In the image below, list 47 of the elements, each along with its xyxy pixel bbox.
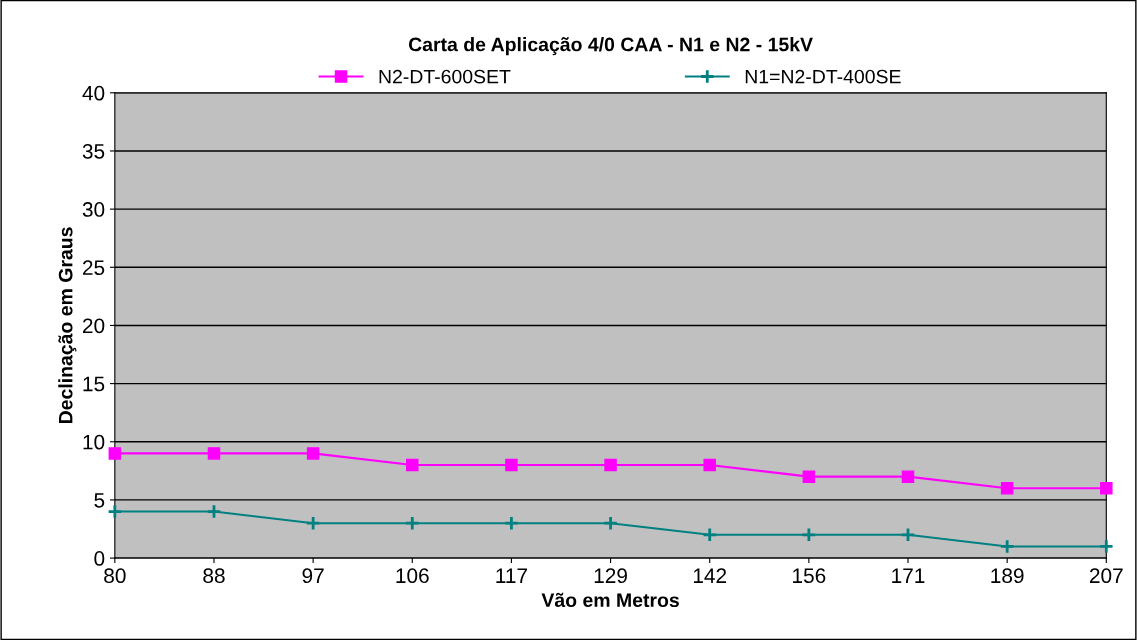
x-tick-label: 88 (203, 568, 225, 584)
point (1098, 538, 1114, 555)
point (1000, 482, 1014, 495)
point (406, 458, 419, 472)
point (107, 503, 123, 520)
point (802, 470, 816, 483)
x-tick-label: 80 (104, 568, 126, 584)
point (604, 458, 617, 472)
x-tick-label: 207 (1089, 568, 1123, 584)
legend-label: N1=N2-DT-400SE (745, 69, 901, 84)
point (900, 527, 916, 543)
point (404, 515, 420, 531)
y-tick-label: 30 (82, 202, 105, 217)
x-tick-label: 189 (991, 568, 1024, 584)
x-tick-label: 97 (302, 568, 324, 584)
y-tick-label: 40 (82, 85, 105, 101)
point (306, 447, 320, 460)
x-tick-label: 156 (793, 568, 826, 584)
point (505, 458, 518, 472)
point (703, 458, 716, 472)
y-axis-title: Declinação em Graus (58, 227, 77, 424)
x-tick-label: 129 (594, 568, 627, 584)
x-axis-title: Vão em Metros (541, 592, 679, 608)
point (801, 527, 817, 543)
y-tick-label: 10 (83, 434, 105, 450)
point (503, 515, 520, 531)
point (702, 527, 718, 543)
point (901, 470, 915, 483)
point (207, 447, 221, 460)
point (999, 538, 1015, 555)
point (1100, 482, 1113, 495)
y-tick-label: 35 (82, 143, 105, 159)
y-tick-label: 0 (94, 551, 105, 566)
x-tick-label: 106 (396, 568, 429, 584)
x-tick-label: 142 (693, 568, 727, 583)
y-tick-label: 20 (82, 318, 105, 334)
y-tick-label: 5 (94, 493, 105, 508)
point (602, 515, 619, 531)
x-tick-label: 117 (496, 568, 527, 583)
point (305, 515, 321, 531)
legend-label: N2-DT-600SET (379, 69, 511, 84)
chart-title: Carta de Aplicação 4/0 CAA - N1 e N2 - 15kV (408, 37, 813, 56)
point (108, 447, 122, 460)
x-tick-label: 171 (892, 568, 925, 583)
point (206, 503, 222, 520)
y-tick-label: 15 (83, 376, 105, 392)
y-tick-label: 25 (82, 260, 105, 276)
